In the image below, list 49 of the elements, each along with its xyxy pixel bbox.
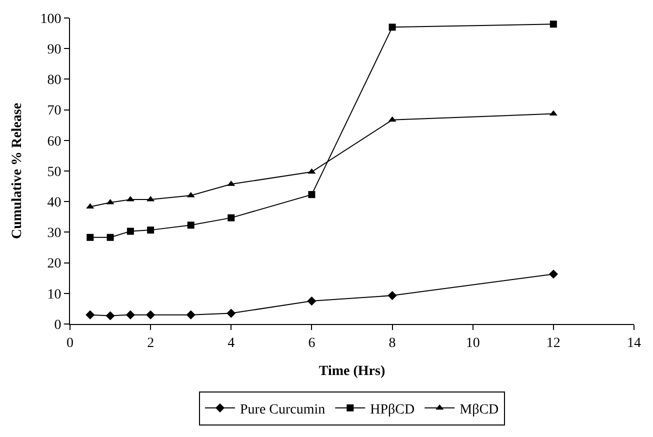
y-axis-title: Cumulative % Release: [10, 102, 25, 240]
x-tick-label: 8: [388, 336, 396, 351]
point: [226, 308, 236, 318]
x-tick-label: 12: [546, 336, 560, 351]
point: [228, 214, 235, 222]
point: [126, 228, 134, 235]
point: [187, 222, 194, 229]
point: [308, 191, 316, 198]
point: [86, 203, 94, 209]
point: [126, 310, 135, 320]
y-tick-label: 30: [47, 226, 62, 242]
y-tick-label: 60: [47, 134, 62, 150]
point: [146, 196, 155, 202]
x-tick-label: 0: [66, 336, 74, 351]
y-tick-label: 100: [40, 12, 62, 27]
point: [106, 234, 114, 241]
point: [548, 270, 558, 279]
legend-label: HPβCD: [370, 402, 415, 418]
y-tick-label: 20: [47, 256, 62, 272]
point: [388, 24, 396, 31]
y-tick-label: 40: [47, 196, 62, 210]
point: [126, 196, 134, 202]
y-tick-label: 80: [47, 73, 62, 88]
point: [186, 310, 196, 320]
x-tick-label: 14: [627, 336, 641, 351]
point: [550, 20, 557, 28]
point: [186, 192, 195, 198]
x-tick-label: 2: [147, 336, 154, 351]
point: [388, 116, 396, 122]
point: [307, 296, 316, 306]
legend-label: MβCD: [460, 402, 499, 418]
point: [147, 226, 154, 234]
legend-label: Pure Curcumin: [240, 402, 326, 418]
y-tick-label: 0: [54, 318, 62, 333]
point: [146, 310, 156, 320]
y-tick-label: 90: [47, 42, 62, 58]
x-tick-label: 10: [466, 336, 480, 351]
point: [86, 234, 94, 241]
point: [106, 311, 115, 320]
point: [549, 110, 558, 116]
y-tick-label: 50: [47, 164, 62, 180]
x-tick-label: 6: [308, 336, 316, 351]
x-axis-title: Time (Hrs): [318, 364, 386, 380]
x-tick-label: 4: [228, 336, 235, 351]
y-tick-label: 10: [47, 287, 62, 302]
point: [388, 290, 397, 300]
point: [308, 168, 316, 174]
point: [86, 310, 95, 320]
y-tick-label: 70: [47, 104, 62, 119]
